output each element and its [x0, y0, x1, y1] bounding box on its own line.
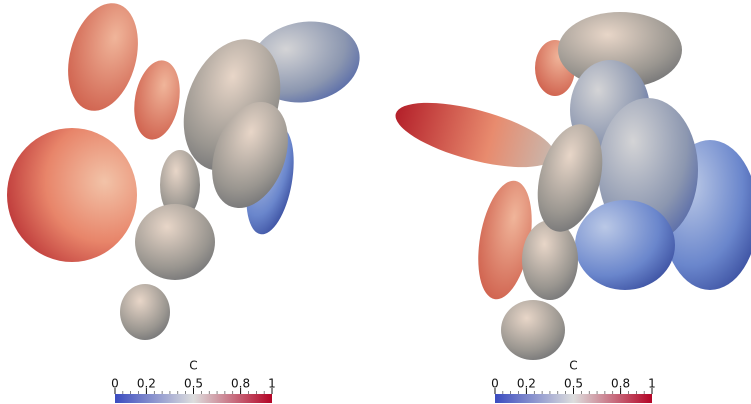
colorbar-tick-label: 1 [648, 377, 656, 391]
colorbar-title: C [189, 359, 197, 373]
ellipsoid [7, 128, 137, 262]
left-view [7, 0, 366, 340]
colorbar-tick-label: 0.5 [564, 377, 583, 391]
ellipsoid [120, 284, 170, 340]
ellipsoid [501, 300, 565, 360]
ellipsoid [128, 57, 185, 143]
colorbar-tick-label: 0 [491, 377, 499, 391]
ellipsoid [389, 90, 560, 181]
colorbar [115, 394, 272, 403]
colorbar-tick-label: 0 [111, 377, 119, 391]
colorbar-tick-label: 0.5 [184, 377, 203, 391]
colorbar-tick-label: 0.8 [611, 377, 630, 391]
right-view [389, 12, 751, 360]
colorbar-tick-label: 1 [268, 377, 276, 391]
ellipsoid [575, 200, 675, 290]
ellipsoid [135, 204, 215, 280]
render-view: C 0 0.2 0.5 0.8 1 C 0 0.2 0.5 0.8 1 [0, 0, 751, 404]
colorbar [495, 394, 652, 403]
colorbar-tick-label: 0.8 [231, 377, 250, 391]
colorbar-title: C [569, 359, 577, 373]
ellipsoid [522, 220, 578, 300]
colorbar-tick-label: 0.2 [137, 377, 156, 391]
colorbar-tick-label: 0.2 [517, 377, 536, 391]
